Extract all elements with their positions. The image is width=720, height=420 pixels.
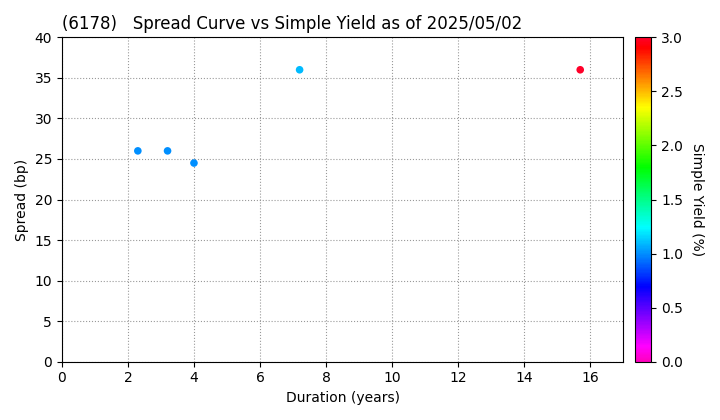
Point xyxy=(188,160,199,166)
Point xyxy=(162,147,174,154)
Y-axis label: Spread (bp): Spread (bp) xyxy=(15,158,29,241)
Text: (6178)   Spread Curve vs Simple Yield as of 2025/05/02: (6178) Spread Curve vs Simple Yield as o… xyxy=(62,15,522,33)
Point xyxy=(294,66,305,73)
Y-axis label: Simple Yield (%): Simple Yield (%) xyxy=(690,143,703,256)
Point xyxy=(132,147,143,154)
Point xyxy=(575,66,586,73)
X-axis label: Duration (years): Duration (years) xyxy=(286,391,400,405)
